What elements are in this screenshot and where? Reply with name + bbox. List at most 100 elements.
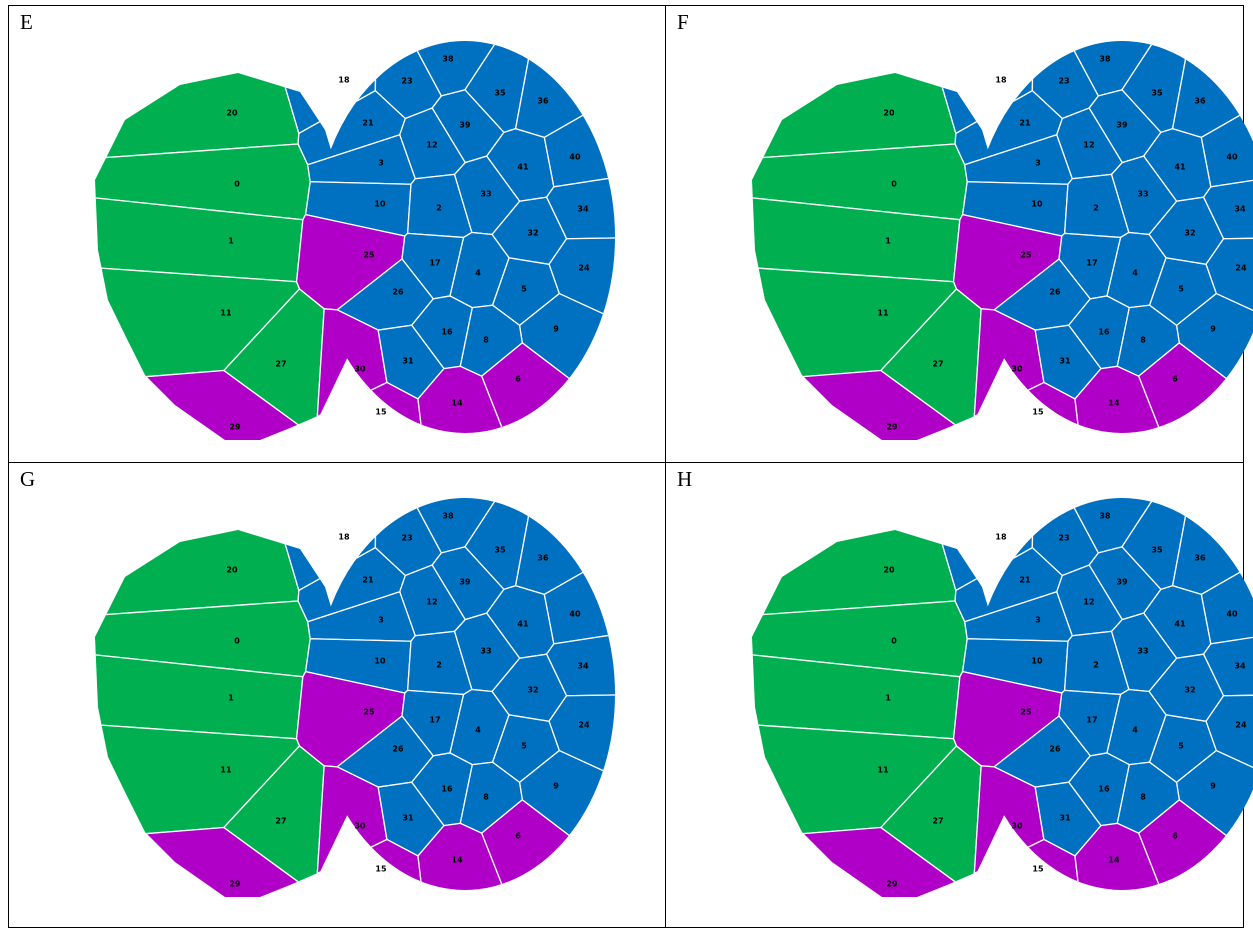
cell-label: 41: [1174, 163, 1186, 172]
cell-label: 1: [228, 237, 234, 246]
cell-label: 2: [436, 204, 442, 213]
cell-label: 8: [1140, 793, 1146, 802]
cell-label: 38: [442, 55, 454, 64]
panel-letter: E: [20, 10, 33, 34]
cells: [725, 482, 1253, 912]
cell-label: 31: [1059, 357, 1071, 366]
cell-label: 4: [475, 726, 481, 735]
cell-label: 35: [494, 546, 506, 555]
cells: [68, 25, 658, 455]
cell-label: 40: [1226, 610, 1238, 619]
cell-label: 17: [1086, 259, 1097, 268]
cell-label: 4: [1132, 269, 1138, 278]
cell-label: 5: [521, 285, 527, 294]
cell-label: 36: [1194, 97, 1206, 106]
cell-label: 31: [402, 814, 414, 823]
cell-label: 14: [1108, 399, 1120, 408]
cell-label: 16: [1098, 328, 1110, 337]
cell-label: 3: [378, 159, 384, 168]
cell-label: 24: [578, 721, 590, 730]
cell-label: 12: [426, 598, 437, 607]
cell-label: 1: [885, 237, 891, 246]
cell-label: 10: [374, 657, 386, 666]
cell-label: 5: [1178, 285, 1184, 294]
cell-label: 12: [426, 141, 437, 150]
cell-label: 38: [1099, 55, 1111, 64]
cell: [725, 482, 956, 617]
cell-label: 39: [459, 578, 471, 587]
cell-label: 39: [1116, 578, 1128, 587]
cell-label: 23: [401, 534, 412, 543]
cell-label: 33: [480, 190, 491, 199]
cell-label: 41: [517, 620, 529, 629]
cell-label: 11: [220, 309, 232, 318]
cell-label: 32: [527, 229, 538, 238]
cell-label: 27: [932, 817, 943, 826]
cell-label: 25: [363, 708, 375, 717]
cell-label: 9: [1210, 325, 1216, 334]
cell-label: 15: [1032, 408, 1044, 417]
cell-label: 9: [553, 325, 559, 334]
cell-label: 26: [392, 745, 404, 754]
cell-label: 20: [883, 566, 895, 575]
cell-label: 35: [1151, 89, 1163, 98]
cell-label: 8: [483, 336, 489, 345]
cell-label: 17: [429, 259, 440, 268]
cell-label: 15: [375, 408, 387, 417]
cell-label: 31: [402, 357, 414, 366]
cell-label: 31: [1059, 814, 1071, 823]
cell-label: 9: [1210, 782, 1216, 791]
cell-label: 20: [883, 109, 895, 118]
cell-label: 35: [494, 89, 506, 98]
cell-label: 5: [1178, 742, 1184, 751]
cell-label: 32: [527, 686, 538, 695]
cell-label: 0: [234, 637, 240, 646]
cell-label: 21: [362, 119, 374, 128]
cell-label: 3: [1035, 616, 1041, 625]
cell-label: 3: [1035, 159, 1041, 168]
cell-label: 3: [378, 616, 384, 625]
cell-label: 11: [877, 766, 889, 775]
cell-label: 6: [515, 375, 521, 384]
panel-letter: F: [677, 10, 689, 34]
cell-label: 6: [515, 832, 521, 841]
cell-label: 24: [1235, 264, 1247, 273]
cell-label: 23: [401, 77, 412, 86]
cell-label: 25: [363, 251, 375, 260]
cell-label: 6: [1172, 375, 1178, 384]
cell-label: 6: [1172, 832, 1178, 841]
cell-label: 30: [354, 822, 366, 831]
cell-label: 23: [1058, 534, 1069, 543]
figure: E200111272918233835362139124041310233343…: [0, 0, 1253, 930]
cell-label: 27: [932, 360, 943, 369]
cell-label: 26: [392, 288, 404, 297]
cells: [725, 25, 1253, 455]
cell-label: 11: [877, 309, 889, 318]
cell-label: 4: [1132, 726, 1138, 735]
cell-label: 12: [1083, 141, 1094, 150]
cell-label: 38: [1099, 512, 1111, 521]
cell-label: 29: [886, 423, 898, 432]
cell-label: 14: [451, 399, 463, 408]
cell-label: 21: [362, 576, 374, 585]
cell-label: 10: [374, 200, 386, 209]
cell-label: 4: [475, 269, 481, 278]
cell-label: 30: [354, 365, 366, 374]
cell-label: 36: [1194, 554, 1206, 563]
cell-label: 34: [577, 205, 589, 214]
cell-label: 29: [229, 880, 241, 889]
cell-label: 23: [1058, 77, 1069, 86]
cell: [68, 482, 299, 617]
cell-label: 14: [1108, 856, 1120, 865]
cell-label: 29: [229, 423, 241, 432]
cell-label: 41: [1174, 620, 1186, 629]
cell-label: 39: [1116, 121, 1128, 130]
cell-label: 24: [1235, 721, 1247, 730]
cell-label: 32: [1184, 229, 1195, 238]
panel: H200111272918233835362139124041310233343…: [677, 467, 1253, 912]
cell-label: 36: [537, 554, 549, 563]
cell-label: 8: [483, 793, 489, 802]
cell-label: 16: [441, 785, 453, 794]
